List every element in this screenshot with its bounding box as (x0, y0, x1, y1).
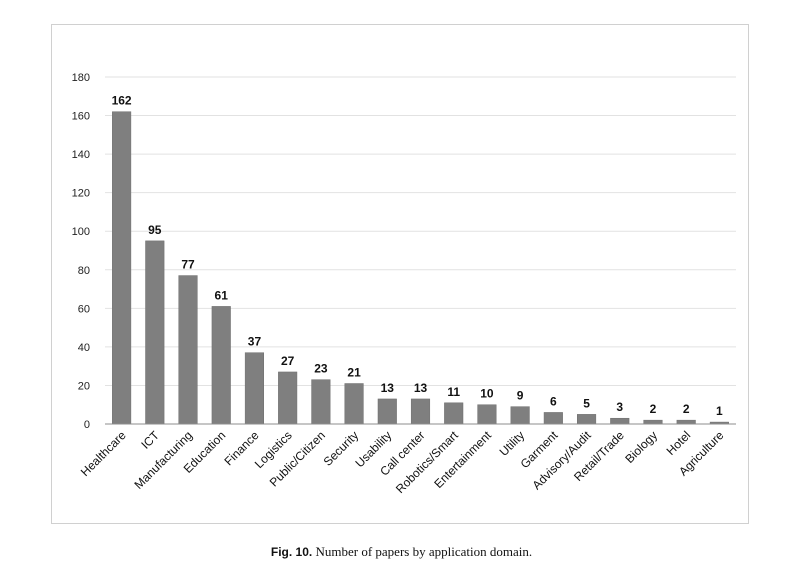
data-label: 27 (281, 354, 295, 368)
bar (344, 383, 364, 425)
caption-text: Number of papers by application domain. (315, 544, 533, 559)
bar (112, 111, 132, 425)
y-axis-ticks: 0 20 40 60 80 100 120 140 160 180 (72, 72, 90, 431)
data-label: 6 (550, 394, 557, 408)
data-label: 13 (381, 381, 395, 395)
y-tick-label: 100 (72, 226, 90, 238)
data-label: 21 (347, 366, 361, 380)
y-tick-label: 60 (78, 303, 90, 315)
y-tick-label: 80 (78, 265, 90, 277)
bar (610, 417, 630, 425)
category-label: Biology (622, 428, 660, 466)
y-tick-label: 160 (72, 111, 90, 123)
bar (477, 404, 497, 425)
x-axis-categories: Healthcare ICTManufacturingEducationFinan… (78, 428, 727, 496)
data-label: 5 (583, 396, 590, 410)
bars (112, 111, 729, 425)
data-label: 77 (181, 258, 195, 272)
y-tick-label: 140 (72, 149, 90, 161)
data-label: 10 (480, 387, 494, 401)
bar (211, 306, 231, 425)
bar (543, 412, 563, 425)
y-tick-label: 180 (72, 72, 90, 84)
y-tick-label: 0 (84, 419, 90, 431)
data-label: 2 (650, 402, 657, 416)
data-label: 1 (716, 404, 723, 418)
category-label: Hotel (664, 428, 694, 458)
bar (244, 352, 264, 425)
data-label: 11 (447, 385, 460, 399)
bar (676, 419, 696, 425)
bar (510, 406, 530, 425)
y-tick-label: 120 (72, 188, 90, 200)
category-label: Utility (497, 428, 528, 459)
y-tick-label: 40 (78, 342, 90, 354)
bar (178, 275, 198, 425)
data-label: 95 (148, 223, 162, 237)
bar (444, 402, 464, 425)
category-label: ICT (138, 428, 162, 452)
y-tick-label: 20 (78, 380, 90, 392)
data-label: 13 (414, 381, 428, 395)
bar (410, 398, 431, 425)
category-label: Healthcare (78, 428, 129, 479)
figure-caption: Fig. 10. Number of papers by application… (0, 544, 803, 560)
bar (311, 379, 331, 425)
gridlines (105, 76, 736, 386)
data-label: 61 (215, 288, 229, 302)
data-label: 3 (616, 400, 623, 414)
caption-label: Fig. 10. (270, 545, 313, 559)
bar (577, 414, 597, 425)
bar (145, 240, 165, 425)
data-label: 9 (517, 389, 524, 403)
bar (278, 371, 298, 425)
data-label: 23 (314, 362, 328, 376)
chart-frame (51, 24, 749, 524)
bar (643, 419, 663, 425)
data-label: 37 (248, 335, 262, 349)
data-label: 2 (683, 402, 690, 416)
data-label: 162 (112, 94, 132, 108)
bar (377, 398, 397, 425)
